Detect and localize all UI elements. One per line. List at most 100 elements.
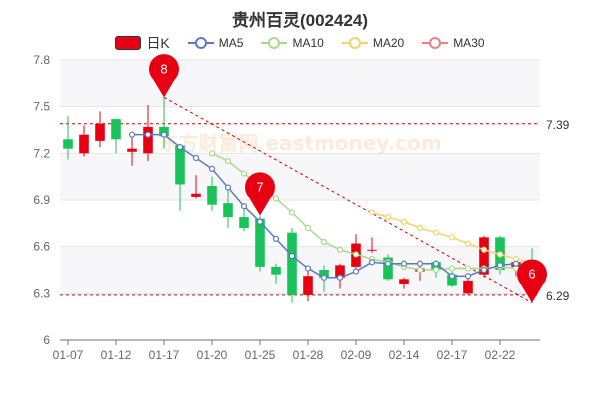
ma10-point [416,266,424,274]
legend-item-ma10[interactable]: MA10 [261,36,324,50]
candle-down [383,254,393,281]
ma30-legend-icon [422,37,449,49]
ma5-point [512,260,520,267]
candle-body [367,249,377,251]
ma20-point [448,234,456,241]
ma10-point [272,195,280,202]
x-tick-label: 02-14 [389,348,420,362]
candle-down [271,263,281,284]
ma5-legend-icon [187,37,214,49]
candle-body [191,193,201,197]
x-tick-label: 01-07 [53,348,84,362]
candle-body [335,265,345,278]
marker-label: 8 [160,61,167,76]
y-tick-label: 6 [43,333,50,347]
candle-body [127,148,137,152]
ma5-point [336,274,344,281]
candle-up [95,111,105,148]
ma5 [128,131,536,281]
plot-band [60,153,540,200]
ma5-point [128,131,136,138]
candle-down [63,116,73,160]
marker-label: 6 [528,267,535,282]
x-axis: 01-07 01-12 01-17 01-20 01-25 01-28 02-09 02-14… [53,339,540,362]
legend-item-daily-k[interactable]: 日K [115,33,170,53]
candle-body [479,237,489,275]
marker-pin-shape [517,259,547,303]
ma20-legend-icon [341,37,368,49]
marker-label: 7 [256,180,263,195]
candle-body [79,134,89,154]
ma10-point [464,265,472,272]
ma5-point [400,260,408,267]
ma5-point [464,273,472,280]
x-tick-label: 02-17 [437,348,468,362]
ma20-point [496,251,504,258]
marker-pin: 8 [149,54,180,98]
candle-up [191,175,201,199]
candle-up [463,277,473,295]
ma5-point [496,262,504,269]
plot-background [60,60,540,340]
candle-up [367,237,377,253]
x-tick-label: 02-09 [341,348,372,362]
candle-body [287,232,297,295]
candle-body [207,186,217,205]
ma10-point [352,251,360,258]
ma5-point [256,218,264,225]
ma20-point [368,209,376,216]
low-price-label: 6.29 [546,289,570,303]
legend-item-ma20[interactable]: MA20 [341,36,405,50]
marker-pin-shape [149,54,180,98]
candle-up [79,125,89,157]
candle-body [255,218,265,267]
ma10-point [448,265,456,272]
trend-line [163,96,533,304]
ma20-point [432,229,440,236]
legend-item-ma5[interactable]: MA5 [187,36,244,50]
candle-body [63,139,73,149]
ma20-point [384,214,392,221]
candle-body [95,123,105,141]
ma10-point [304,224,312,232]
x-tick-label: 01-25 [245,348,276,362]
y-tick-label: 6.3 [33,286,50,300]
chart-title: 贵州百灵(002424) [231,11,369,30]
plot-band [60,106,540,154]
candle-down [111,119,121,154]
markers: 8 7 6 [149,54,547,303]
candle-down [207,176,217,211]
ma5-point [432,260,440,267]
ma5-point [480,266,488,274]
candle-body [399,279,409,284]
legend-label-ma10: MA10 [292,36,324,50]
candle-body [223,203,233,218]
candle-up [303,270,313,302]
legend-label-daily-k: 日K [146,35,170,51]
candle-body [383,257,393,280]
y-tick-label: 7.8 [33,53,50,67]
watermark-text: 东方财富网 eastmoney.com [158,131,441,155]
legend-item-ma30[interactable]: MA30 [422,36,485,50]
y-tick-label: 6.9 [33,193,50,207]
ma5-point [416,260,424,267]
ma5-point [304,265,312,272]
ma20-point [416,224,424,232]
ma10-point [320,238,328,246]
x-tick-label: 01-20 [197,348,228,362]
candle-body [159,126,169,137]
ma10-point [432,266,440,274]
legend-label-ma20: MA20 [372,36,405,50]
ma20-point [464,240,472,247]
plot-band [60,246,540,294]
ma20-point [400,218,408,225]
candle-legend-icon [115,36,142,50]
x-tick-label: 01-17 [149,348,180,362]
legend-label-ma5: MA5 [218,36,244,50]
candle-body [463,280,473,294]
ma5-point [272,235,280,242]
reference-lines: 7.39 6.29 [60,118,570,303]
x-tick-label: 01-28 [293,348,324,362]
ma5-point [288,252,296,260]
